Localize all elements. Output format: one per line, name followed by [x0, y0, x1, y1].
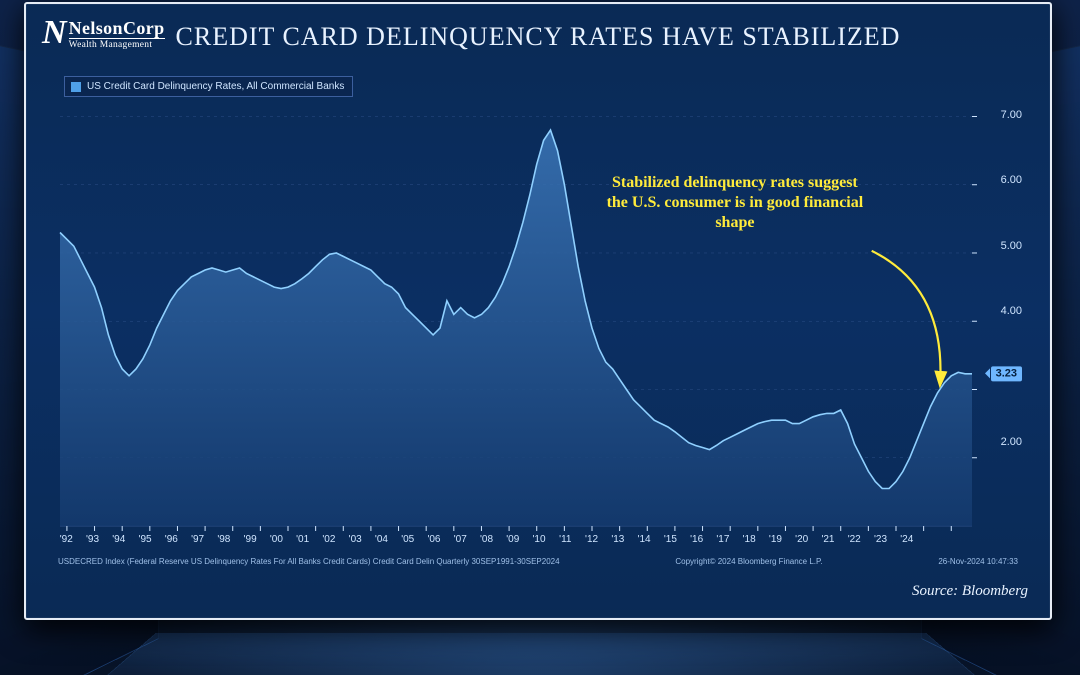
- y-tick-label: 2.00: [1001, 436, 1022, 448]
- x-tick-label: '10: [533, 534, 546, 545]
- x-tick-label: '13: [611, 534, 624, 545]
- x-tick-label: '94: [112, 534, 125, 545]
- chart-title: CREDIT CARD DELINQUENCY RATES HAVE STABI…: [26, 22, 1050, 52]
- x-tick-label: '11: [559, 534, 571, 545]
- y-tick-label: 5.00: [1001, 240, 1022, 252]
- x-tick-label: '21: [821, 534, 834, 545]
- footnote-right: 26-Nov-2024 10:47:33: [938, 557, 1018, 566]
- x-tick-label: '06: [427, 534, 440, 545]
- footnote-center: Copyright© 2024 Bloomberg Finance L.P.: [675, 557, 822, 566]
- x-tick-label: '16: [690, 534, 703, 545]
- annotation-text: Stabilized delinquency rates suggest the…: [605, 173, 865, 233]
- x-tick-label: '09: [506, 534, 519, 545]
- x-tick-label: '23: [874, 534, 887, 545]
- x-tick-label: '05: [401, 534, 414, 545]
- x-tick-label: '08: [480, 534, 493, 545]
- x-tick-label: '96: [165, 534, 178, 545]
- legend-swatch: [71, 82, 81, 92]
- x-tick-label: '99: [244, 534, 257, 545]
- x-tick-label: '12: [585, 534, 598, 545]
- y-tick-label: 7.00: [1001, 109, 1022, 121]
- legend: US Credit Card Delinquency Rates, All Co…: [64, 76, 353, 97]
- x-tick-label: '24: [900, 534, 913, 545]
- footnote-left: USDECRED Index (Federal Reserve US Delin…: [58, 557, 560, 566]
- y-tick-label: 6.00: [1001, 174, 1022, 186]
- x-tick-label: '00: [270, 534, 283, 545]
- y-tick-label: 4.00: [1001, 305, 1022, 317]
- x-tick-label: '19: [769, 534, 782, 545]
- footnote: USDECRED Index (Federal Reserve US Delin…: [58, 557, 1018, 566]
- chart-area: US Credit Card Delinquency Rates, All Co…: [54, 78, 1022, 548]
- x-tick-label: '93: [86, 534, 99, 545]
- x-axis-labels: '92 '93 '94 '95 '96 '97 '98 '99 '00 '01 '02 '03 '04 '…: [54, 534, 974, 552]
- legend-label: US Credit Card Delinquency Rates, All Co…: [87, 81, 344, 92]
- x-tick-label: '07: [454, 534, 467, 545]
- x-tick-label: '14: [638, 534, 651, 545]
- source-line: Source: Bloomberg: [912, 583, 1028, 600]
- bg-panel: [76, 633, 1005, 675]
- area-chart-svg: [54, 78, 1022, 548]
- x-tick-label: '97: [191, 534, 204, 545]
- x-tick-label: '98: [217, 534, 230, 545]
- stage: N NelsonCorp Wealth Management CREDIT CA…: [0, 0, 1080, 675]
- x-tick-label: '17: [716, 534, 729, 545]
- x-tick-label: '22: [848, 534, 861, 545]
- x-tick-label: '15: [664, 534, 677, 545]
- x-tick-label: '04: [375, 534, 388, 545]
- end-value-label: 3.23: [991, 366, 1022, 381]
- chart-board: N NelsonCorp Wealth Management CREDIT CA…: [24, 2, 1052, 620]
- x-tick-label: '92: [60, 534, 73, 545]
- x-tick-label: '18: [743, 534, 756, 545]
- x-tick-label: '95: [139, 534, 152, 545]
- x-tick-label: '03: [349, 534, 362, 545]
- x-tick-label: '20: [795, 534, 808, 545]
- x-tick-label: '02: [322, 534, 335, 545]
- y-axis-labels: 2.003.004.005.006.007.00: [976, 78, 1022, 528]
- x-tick-label: '01: [296, 534, 309, 545]
